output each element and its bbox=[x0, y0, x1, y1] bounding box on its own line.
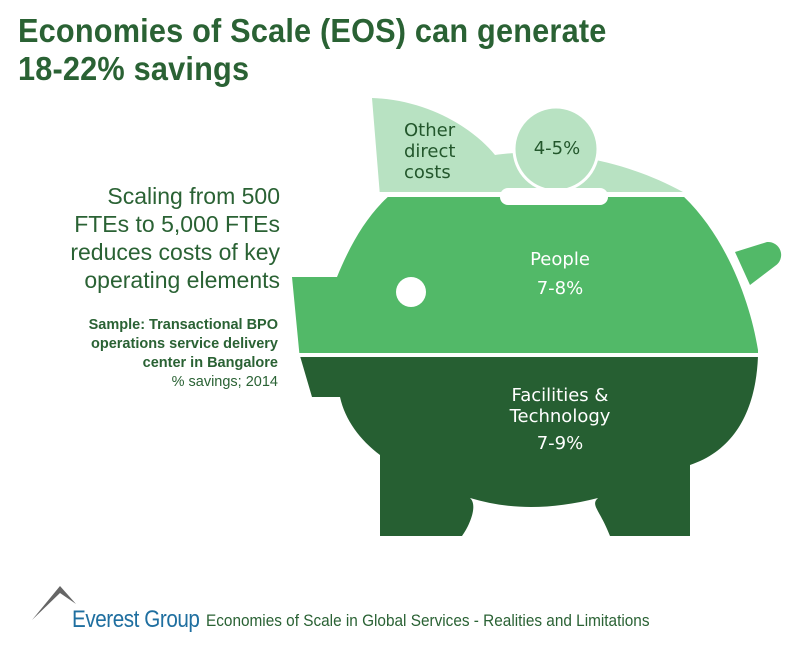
facilities-label: Facilities & Technology 7-9% bbox=[460, 385, 660, 454]
people-segment bbox=[292, 197, 782, 353]
snout-dot-icon bbox=[396, 277, 426, 307]
facilities-value: 7-9% bbox=[536, 433, 584, 454]
other-label-line: direct bbox=[404, 141, 456, 162]
title-line-1: Economies of Scale (EOS) can generate bbox=[18, 12, 607, 49]
brand-logo-text: Everest Group bbox=[72, 606, 200, 633]
other-direct-costs-segment bbox=[372, 98, 683, 192]
people-value: 7-8% bbox=[536, 278, 584, 299]
coin-slot bbox=[500, 188, 608, 205]
page-title: Economies of Scale (EOS) can generate 18… bbox=[18, 12, 743, 88]
mountain-peak-icon bbox=[32, 586, 76, 620]
facilities-label-line: Technology bbox=[509, 406, 611, 427]
facilities-label-line: Facilities & bbox=[511, 385, 609, 406]
other-label-line: Other bbox=[404, 120, 456, 141]
sample-note: Sample: Transactional BPO operations ser… bbox=[8, 316, 278, 392]
other-direct-costs-value: 4-5% bbox=[533, 138, 581, 159]
people-label-text: People bbox=[530, 249, 590, 270]
title-line-2: 18-22% savings bbox=[18, 50, 250, 87]
other-direct-costs-label: Other direct costs bbox=[404, 120, 455, 183]
sample-line: Sample: Transactional BPO bbox=[88, 317, 278, 333]
other-label-line: costs bbox=[404, 162, 451, 183]
footer: Everest Group Economies of Scale in Glob… bbox=[30, 584, 790, 644]
caption-line: operating elements bbox=[84, 267, 280, 293]
caption-line: Scaling from 500 bbox=[107, 183, 280, 209]
sample-line: operations service delivery bbox=[91, 336, 278, 352]
sample-units-note: % savings; 2014 bbox=[171, 374, 278, 390]
facilities-technology-segment bbox=[300, 357, 758, 536]
footer-subtitle: Economies of Scale in Global Services - … bbox=[206, 612, 650, 630]
caption-line: FTEs to 5,000 FTEs bbox=[74, 211, 280, 237]
piggy-bank-diagram bbox=[292, 98, 782, 536]
scaling-caption: Scaling from 500 FTEs to 5,000 FTEs redu… bbox=[10, 182, 280, 294]
sample-line: center in Bangalore bbox=[142, 355, 278, 371]
people-label: People 7-8% bbox=[480, 245, 640, 303]
caption-line: reduces costs of key bbox=[70, 239, 280, 265]
